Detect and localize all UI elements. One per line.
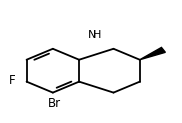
- Text: N: N: [88, 30, 97, 40]
- Polygon shape: [140, 47, 165, 60]
- Text: F: F: [9, 74, 15, 87]
- Text: Br: Br: [48, 97, 61, 110]
- Text: H: H: [93, 30, 102, 40]
